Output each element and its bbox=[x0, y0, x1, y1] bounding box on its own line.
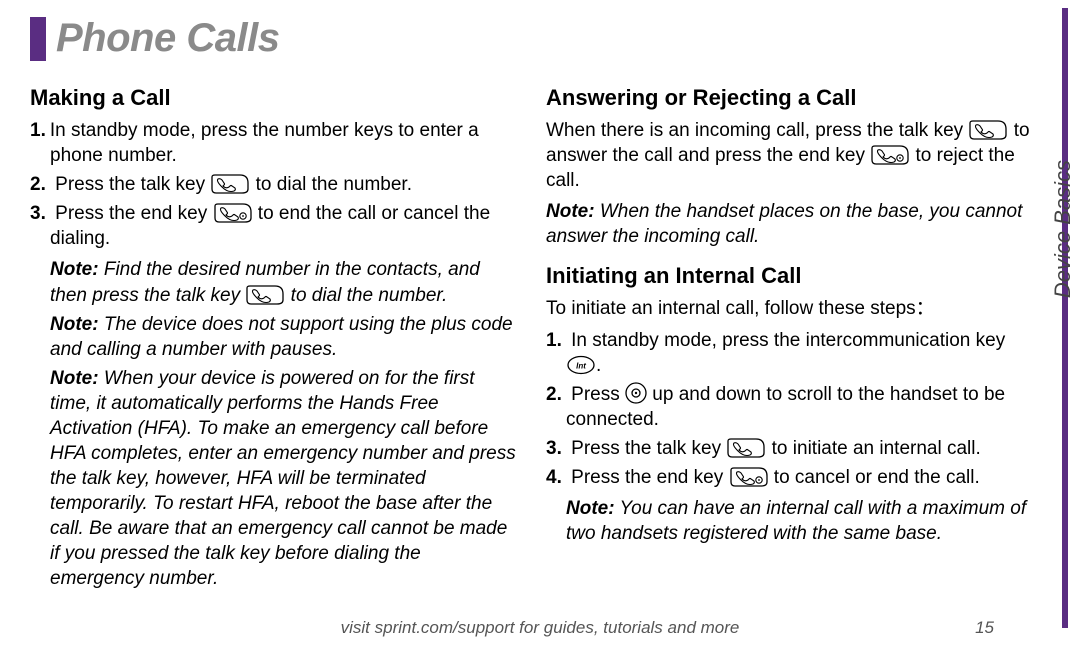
step-3: Press the talk key to initiate an intern… bbox=[546, 436, 1034, 461]
internal-intro: To initiate an internal call, follow the… bbox=[546, 296, 1034, 321]
step-text-b: to initiate an internal call. bbox=[766, 438, 980, 459]
talk-key-icon bbox=[210, 174, 250, 194]
step-text-a: Press the talk key bbox=[55, 174, 210, 195]
step-3: Press the end key to end the call or can… bbox=[30, 201, 518, 251]
step-text-b: . bbox=[596, 355, 601, 376]
note-label: Note: bbox=[50, 368, 99, 389]
step-4: Press the end key to cancel or end the c… bbox=[546, 465, 1034, 490]
end-key-icon bbox=[729, 467, 769, 487]
note-label: Note: bbox=[566, 498, 615, 519]
step-2: Press the talk key to dial the number. bbox=[30, 172, 518, 197]
step-text-a: Press the talk key bbox=[571, 438, 726, 459]
page-title: Phone Calls bbox=[56, 16, 279, 61]
talk-key-icon bbox=[968, 120, 1008, 140]
accent-bar bbox=[30, 17, 46, 61]
making-call-steps: In standby mode, press the number keys t… bbox=[30, 118, 518, 251]
note-text: You can have an internal call with a max… bbox=[566, 498, 1026, 544]
page-number: 15 bbox=[975, 618, 994, 638]
manual-page: Phone Calls Making a Call In standby mod… bbox=[0, 0, 1080, 648]
step-text-a: Press the end key bbox=[571, 467, 728, 488]
text-a: When there is an incoming call, press th… bbox=[546, 120, 968, 141]
note-max-handsets: Note: You can have an internal call with… bbox=[546, 496, 1034, 546]
note-label: Note: bbox=[546, 201, 595, 222]
heading-answer-reject: Answering or Rejecting a Call bbox=[546, 83, 1034, 112]
answer-reject-body: When there is an incoming call, press th… bbox=[546, 118, 1034, 193]
step-text-a: Press the end key bbox=[55, 203, 212, 224]
talk-key-icon bbox=[245, 285, 285, 305]
title-row: Phone Calls bbox=[30, 16, 1034, 61]
step-1: In standby mode, press the number keys t… bbox=[30, 118, 518, 168]
right-column: Answering or Rejecting a Call When there… bbox=[546, 81, 1034, 595]
note-plus-code: Note: The device does not support using … bbox=[30, 312, 518, 362]
note-find-contact: Note: Find the desired number in the con… bbox=[30, 257, 518, 307]
step-text-b: to cancel or end the call. bbox=[769, 467, 980, 488]
step-text: In standby mode, press the number keys t… bbox=[50, 120, 479, 166]
nav-key-icon bbox=[625, 382, 647, 404]
note-text: The device does not support using the pl… bbox=[50, 314, 513, 360]
end-key-icon bbox=[213, 203, 253, 223]
side-tab-bar bbox=[1062, 8, 1068, 628]
footer-text: visit sprint.com/support for guides, tut… bbox=[0, 618, 1080, 638]
note-on-base: Note: When the handset places on the bas… bbox=[546, 199, 1034, 249]
heading-internal-call: Initiating an Internal Call bbox=[546, 261, 1034, 290]
step-text-a: Press bbox=[571, 384, 625, 405]
heading-making-call: Making a Call bbox=[30, 83, 518, 112]
step-text-b: to dial the number. bbox=[250, 174, 412, 195]
note-hfa: Note: When your device is powered on for… bbox=[30, 366, 518, 592]
left-column: Making a Call In standby mode, press the… bbox=[30, 81, 518, 595]
note-label: Note: bbox=[50, 314, 99, 335]
content-columns: Making a Call In standby mode, press the… bbox=[30, 81, 1034, 595]
note-text: When your device is powered on for the f… bbox=[50, 368, 516, 590]
note-text-b: to dial the number. bbox=[285, 285, 447, 306]
side-section-label: Device Basics bbox=[1050, 160, 1076, 298]
int-key-icon bbox=[566, 355, 596, 375]
step-1: In standby mode, press the intercommunic… bbox=[546, 328, 1034, 378]
end-key-icon bbox=[870, 145, 910, 165]
internal-call-steps: In standby mode, press the intercommunic… bbox=[546, 328, 1034, 490]
step-2: Press up and down to scroll to the hands… bbox=[546, 382, 1034, 432]
step-text-a: In standby mode, press the intercommunic… bbox=[571, 330, 1005, 351]
note-label: Note: bbox=[50, 259, 99, 280]
talk-key-icon bbox=[726, 438, 766, 458]
note-text: When the handset places on the base, you… bbox=[546, 201, 1022, 247]
